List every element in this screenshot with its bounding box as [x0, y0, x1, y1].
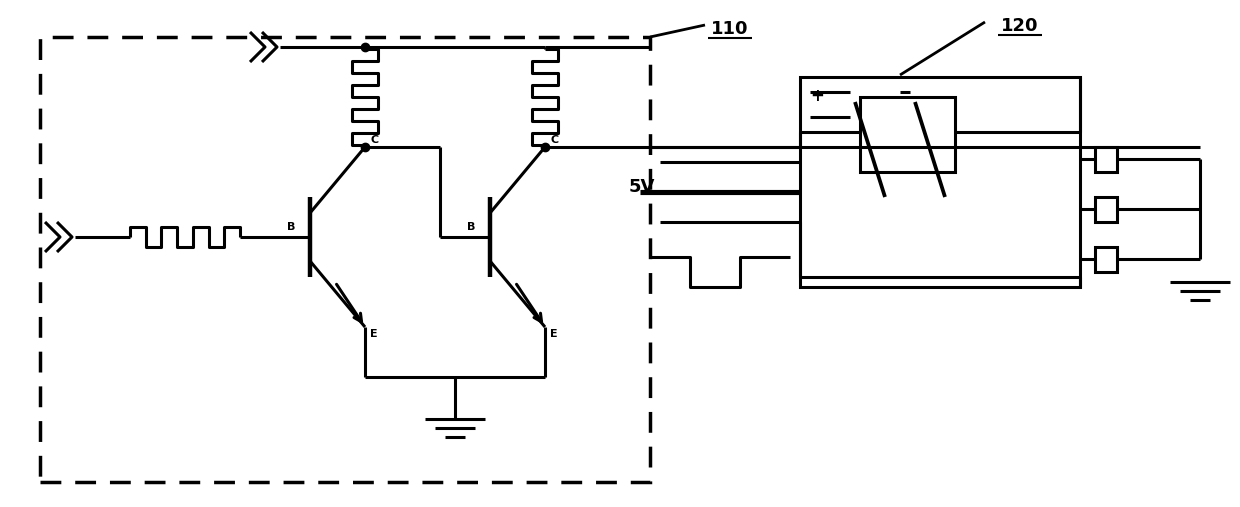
Text: 5V: 5V: [629, 178, 655, 196]
Bar: [1095, 247, 1117, 272]
Bar: [800, 77, 1080, 287]
Text: E: E: [551, 329, 558, 339]
Text: C: C: [370, 135, 378, 145]
Bar: [1095, 197, 1117, 222]
Text: 120: 120: [1001, 17, 1039, 35]
Text: +: +: [810, 87, 823, 105]
Text: B: B: [466, 222, 475, 232]
Bar: [861, 97, 955, 172]
Text: B: B: [286, 222, 295, 232]
Text: C: C: [551, 135, 558, 145]
Text: E: E: [370, 329, 378, 339]
Bar: [1095, 147, 1117, 172]
Text: 110: 110: [712, 20, 749, 38]
